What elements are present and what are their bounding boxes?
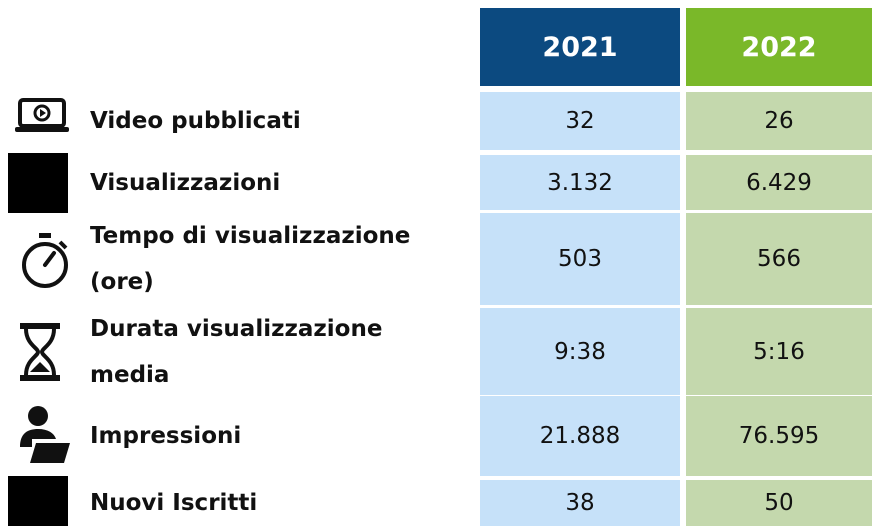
value-cell: 566 [686,213,872,305]
row-label: Impressioni [90,423,242,449]
value-cell: 26 [686,92,872,150]
value-cell: 3.132 [480,155,680,210]
hourglass-icon [20,323,60,381]
placeholder-icon [8,153,68,213]
value-cell: 38 [480,480,680,526]
value-cell: 9:38 [480,308,680,395]
column-header: 2022 [686,8,872,86]
stopwatch-icon [22,233,68,288]
row-label: Durata visualizzazione media [90,315,383,388]
value-cell: 50 [686,480,872,526]
user-laptop-icon [20,406,70,463]
value-cell: 76.595 [686,396,872,476]
row-label: Tempo di visualizzazione (ore) [90,223,411,295]
column-header: 2021 [480,8,680,86]
placeholder-icon [8,476,68,526]
row-label: Visualizzazioni [90,169,281,196]
value-cell: 5:16 [686,308,872,395]
value-cell: 6.429 [686,155,872,210]
video-icon [15,98,69,132]
value-cell: 503 [480,213,680,305]
value-cell: 32 [480,92,680,150]
row-label: Nuovi Iscritti [90,490,258,516]
value-cell: 21.888 [480,396,680,476]
row-label: Video pubblicati [90,108,301,134]
